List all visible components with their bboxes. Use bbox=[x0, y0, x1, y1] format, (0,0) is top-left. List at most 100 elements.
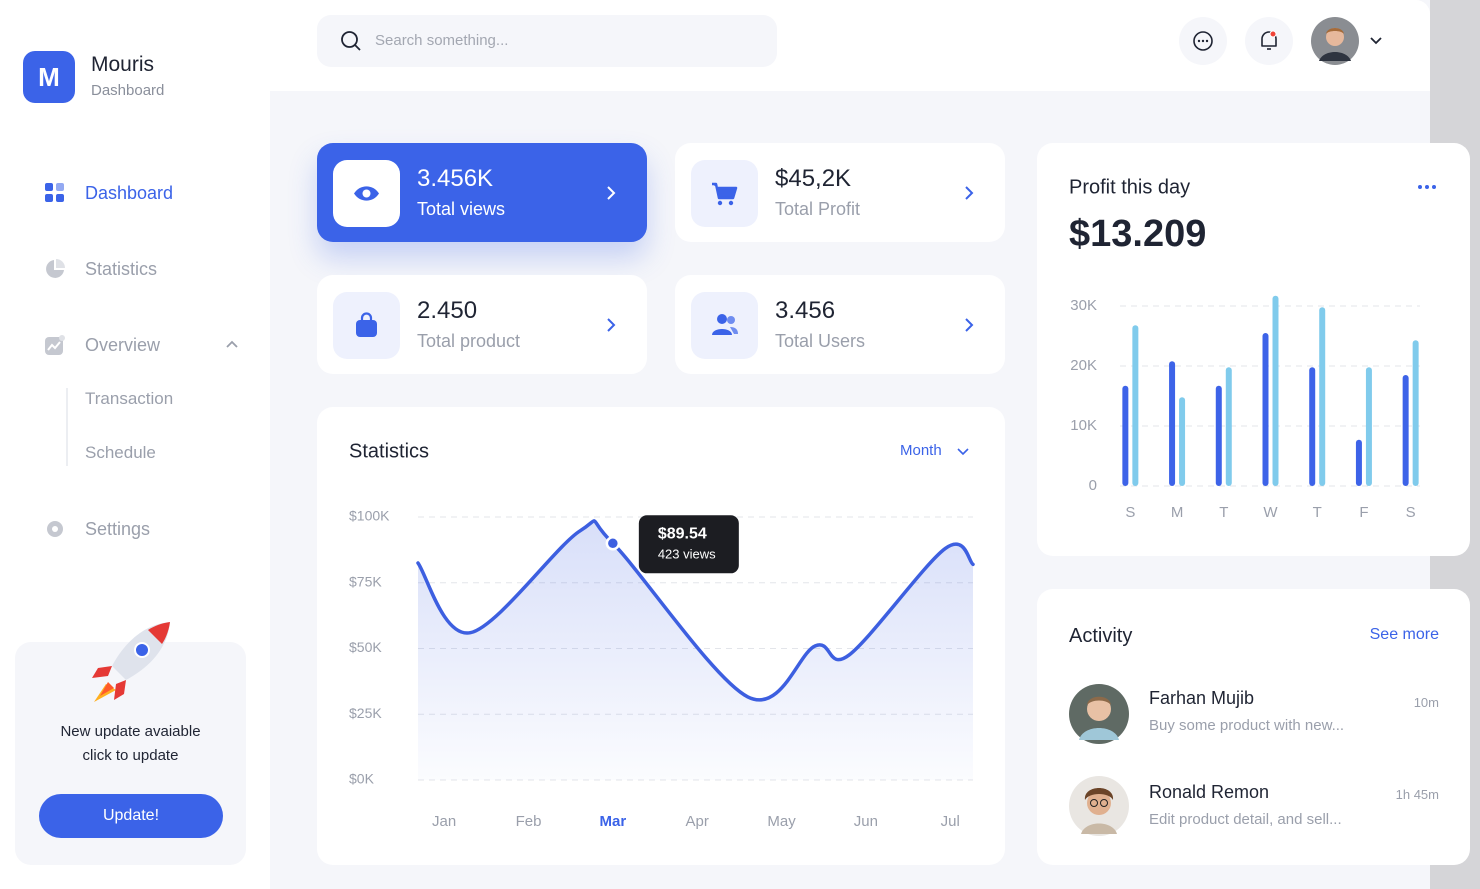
chevron-down[interactable] bbox=[957, 448, 969, 456]
profit-amount: $13.209 bbox=[1069, 213, 1206, 255]
x-tick-label: F bbox=[1359, 504, 1368, 521]
bar bbox=[1402, 375, 1409, 486]
chart-title: Profit this day bbox=[1069, 176, 1190, 198]
x-tick-label: Jun bbox=[854, 813, 878, 830]
x-tick-label: W bbox=[1263, 504, 1278, 521]
activity-name: Farhan Mujib bbox=[1149, 688, 1255, 708]
y-tick-label: $0K bbox=[349, 771, 375, 787]
users-icon bbox=[691, 292, 758, 359]
y-tick-label: 30K bbox=[1070, 297, 1097, 314]
x-tick-label: Jan bbox=[432, 813, 456, 830]
bar bbox=[1355, 439, 1362, 486]
tooltip-sublabel: 423 views bbox=[658, 547, 716, 562]
y-tick-label: $100K bbox=[349, 508, 390, 524]
bar bbox=[1365, 367, 1372, 486]
x-tick-label: Mar bbox=[599, 813, 626, 830]
stat-label: Total product bbox=[417, 331, 521, 351]
nav-item[interactable]: Overview bbox=[85, 335, 161, 355]
update-button[interactable]: Update! bbox=[39, 794, 223, 838]
x-tick-label: S bbox=[1125, 504, 1135, 521]
bar bbox=[1319, 307, 1326, 486]
bar bbox=[1169, 361, 1176, 486]
nav-subitem[interactable]: Transaction bbox=[85, 389, 174, 408]
rocket-icon bbox=[92, 622, 170, 702]
y-tick-label: 20K bbox=[1070, 357, 1097, 374]
y-tick-label: $25K bbox=[349, 705, 382, 721]
chevron-right bbox=[965, 318, 974, 332]
profit-card: Profit this day $13.209 0 10K 20K 30K S M T W T F… bbox=[1037, 143, 1470, 556]
line bbox=[416, 519, 975, 702]
bar bbox=[1309, 367, 1316, 486]
nav-icon bbox=[45, 183, 64, 202]
x-tick-label: Jul bbox=[941, 813, 960, 830]
activity-avatar bbox=[1069, 684, 1129, 744]
tooltip-label: $89.54 bbox=[658, 526, 707, 543]
chevron-down[interactable] bbox=[1370, 36, 1382, 46]
bar bbox=[1262, 333, 1269, 486]
stat-value: 3.456K bbox=[417, 165, 494, 192]
bar bbox=[1412, 340, 1419, 486]
user-avatar[interactable] bbox=[1311, 17, 1359, 65]
x-tick-label: T bbox=[1313, 504, 1322, 521]
chevron-right bbox=[965, 186, 974, 200]
cart-icon bbox=[691, 160, 758, 227]
activity-title: Activity bbox=[1069, 625, 1133, 647]
chevron-right bbox=[607, 318, 616, 332]
logo: M bbox=[23, 51, 75, 103]
search-box[interactable] bbox=[317, 15, 777, 67]
x-tick-label: Apr bbox=[686, 813, 709, 830]
bar bbox=[1225, 367, 1232, 486]
x-tick-label: S bbox=[1406, 504, 1416, 521]
highlight-point bbox=[605, 536, 621, 551]
profit-chart: Profit this day $13.209 0 10K 20K 30K S M T W T F… bbox=[1069, 176, 1436, 521]
nav-item[interactable]: Settings bbox=[85, 519, 151, 539]
filter-dropdown[interactable]: Month bbox=[900, 442, 942, 459]
bar bbox=[1272, 295, 1279, 486]
stat-label: Total Users bbox=[775, 331, 866, 351]
nav-item[interactable]: Statistics bbox=[85, 259, 158, 279]
tooltip bbox=[638, 515, 739, 574]
bag-icon bbox=[333, 292, 400, 359]
y-tick-label: $50K bbox=[349, 639, 382, 655]
activity-avatar bbox=[1069, 776, 1129, 836]
message-button[interactable] bbox=[1179, 17, 1227, 65]
area bbox=[418, 520, 973, 780]
update-text: click to update bbox=[82, 747, 179, 764]
activity-text: Buy some product with new... bbox=[1149, 717, 1345, 734]
search-placeholder: Search something... bbox=[375, 32, 509, 49]
nav-tree-line bbox=[66, 388, 68, 466]
stat-value: 3.456 bbox=[775, 297, 836, 324]
x-tick-label: Feb bbox=[516, 813, 542, 830]
y-tick-label: 10K bbox=[1070, 417, 1097, 434]
nav-icon bbox=[46, 259, 65, 278]
y-tick-label: $75K bbox=[349, 573, 382, 589]
y-tick-label: 0 bbox=[1089, 477, 1097, 494]
search-icon bbox=[341, 31, 361, 51]
chevron-right bbox=[607, 186, 616, 200]
bar bbox=[1215, 385, 1222, 486]
nav-item[interactable]: Dashboard bbox=[85, 183, 174, 203]
activity-time: 1h 45m bbox=[1395, 787, 1439, 802]
bar bbox=[1179, 397, 1186, 486]
x-tick-label: M bbox=[1171, 504, 1184, 521]
activity-name: Ronald Remon bbox=[1149, 782, 1270, 802]
see-more-link[interactable]: See more bbox=[1369, 626, 1439, 643]
brand: Mouris bbox=[91, 53, 155, 76]
activity-card: Activity See more Farhan Mujib Buy some … bbox=[1037, 589, 1470, 865]
chart-title: Statistics bbox=[349, 440, 429, 462]
stat-label: Total views bbox=[417, 199, 506, 219]
x-tick-label: May bbox=[767, 813, 796, 830]
stat-value: 2.450 bbox=[417, 297, 478, 324]
sidebar: M Mouris Dashboard Dashboard Statistics … bbox=[0, 0, 270, 889]
stat-value: $45,2K bbox=[775, 165, 852, 192]
nav-subitem[interactable]: Schedule bbox=[85, 443, 156, 462]
more-button[interactable] bbox=[1418, 185, 1436, 189]
header: Search something... bbox=[270, 0, 1430, 91]
notification-button[interactable] bbox=[1245, 17, 1293, 65]
statistics-card: Statistics Month $0K $25K $50K $75K $100K Jan… bbox=[317, 407, 1005, 865]
chevron-up bbox=[226, 340, 238, 348]
activity-text: Edit product detail, and sell... bbox=[1149, 811, 1342, 828]
x-tick-label: T bbox=[1219, 504, 1228, 521]
views-icon bbox=[333, 160, 400, 227]
